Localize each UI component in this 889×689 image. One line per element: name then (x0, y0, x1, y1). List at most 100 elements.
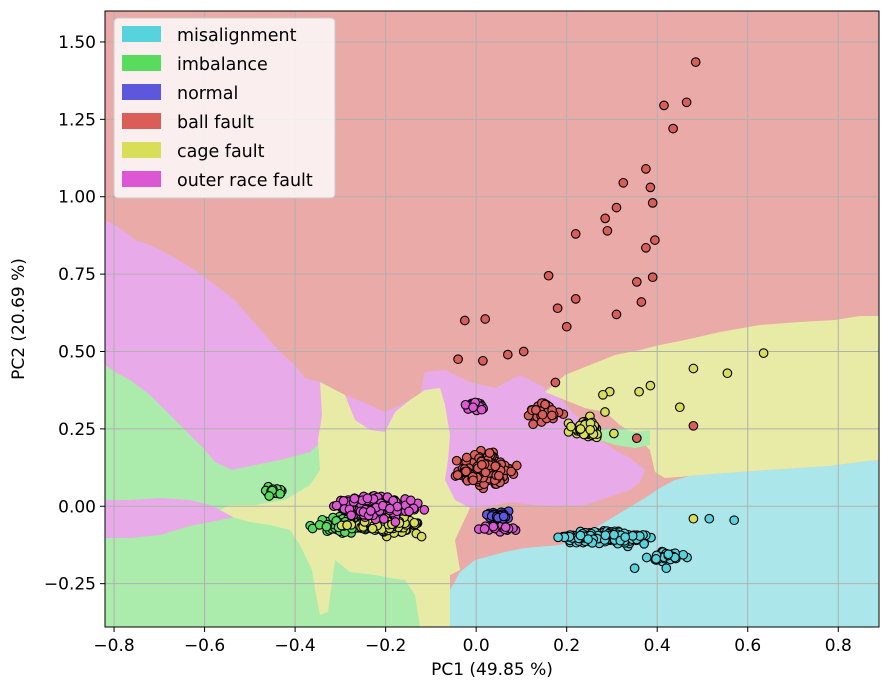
plot-frame (104, 10, 880, 628)
point-ball-fault (477, 460, 487, 470)
legend-swatch-outer-race-fault (122, 171, 161, 187)
point-ball-fault (602, 225, 613, 236)
point-outer-race-fault (488, 521, 499, 532)
point-ball-fault (659, 100, 669, 111)
x-tick-label: 0.2 (553, 636, 580, 656)
point-imbalance (321, 521, 332, 532)
region-cage-fault (545, 316, 879, 478)
point-misalignment (663, 549, 674, 560)
point-ball-fault (688, 420, 699, 431)
legend-label-ball-fault: ball fault (177, 113, 254, 133)
point-ball-fault (511, 460, 522, 471)
x-axis-label: PC1 (49.85 %) (431, 660, 553, 680)
point-cage-fault (367, 523, 378, 534)
point-outer-race-fault (390, 517, 401, 527)
point-outer-race-fault (346, 510, 357, 521)
region-imbalance (105, 510, 450, 627)
x-axis-ticks: −0.8 −0.6 −0.4 −0.2 0.0 0.2 0.4 0.6 0.8 (93, 627, 852, 656)
point-outer-race-fault (349, 493, 360, 504)
point-outer-race-fault (479, 524, 490, 534)
point-misalignment (583, 534, 593, 544)
point-ball-fault (561, 321, 572, 332)
point-ball-fault (543, 270, 554, 281)
point-outer-race-fault (338, 496, 349, 506)
point-ball-fault (570, 294, 581, 304)
point-ball-fault (647, 198, 658, 208)
point-outer-race-fault (405, 495, 416, 506)
point-ball-fault (459, 315, 470, 326)
point-imbalance (264, 491, 275, 501)
region-misalignment (450, 460, 879, 627)
point-cage-fault (609, 428, 619, 439)
point-cage-fault (634, 386, 644, 397)
legend-label-misalignment: misalignment (177, 26, 297, 46)
point-cage-fault (758, 348, 769, 358)
point-ball-fault (468, 475, 479, 486)
point-misalignment (641, 552, 652, 563)
x-tick-label: 0.0 (463, 636, 490, 656)
point-ball-fault (493, 470, 504, 481)
point-ball-fault (480, 314, 491, 324)
point-ball-fault (531, 405, 541, 415)
point-ball-fault (537, 409, 548, 420)
point-outer-race-fault (379, 514, 389, 524)
point-outer-race-fault (468, 402, 478, 413)
x-tick-label: 0.6 (734, 636, 761, 656)
point-cage-fault (416, 531, 427, 542)
point-outer-race-fault (500, 522, 511, 533)
point-ball-fault (461, 466, 471, 477)
point-ball-fault (641, 242, 651, 253)
point-ball-fault (490, 461, 501, 472)
point-ball-fault (540, 399, 550, 410)
legend-swatch-ball-fault (122, 113, 161, 129)
point-ball-fault (647, 272, 658, 283)
y-tick-label: −0.25 (44, 575, 96, 595)
legend: misalignment imbalance normal ball fault cag… (113, 17, 336, 199)
point-cage-fault (645, 380, 656, 391)
point-ball-fault (668, 123, 678, 134)
point-ball-fault (611, 309, 622, 320)
point-ball-fault (451, 455, 462, 466)
y-axis-ticks: −0.25 0.00 0.25 0.50 0.75 1.00 1.25 1.50 (44, 33, 105, 595)
legend-label-normal: normal (177, 84, 238, 104)
point-ball-fault (631, 433, 642, 444)
point-outer-race-fault (362, 493, 373, 504)
point-outer-race-fault (419, 504, 430, 515)
point-cage-fault (688, 513, 699, 524)
point-ball-fault (461, 452, 472, 463)
y-tick-label: 1.00 (58, 188, 96, 208)
region-imbalance (105, 365, 345, 510)
point-cage-fault (722, 368, 733, 379)
point-ball-fault (650, 235, 660, 245)
point-misalignment (661, 563, 672, 574)
y-tick-label: 0.00 (58, 497, 96, 517)
legend-swatch-cage-fault (122, 142, 161, 158)
x-tick-label: 0.8 (825, 636, 852, 656)
point-ball-fault (611, 202, 622, 213)
point-misalignment (553, 532, 563, 543)
point-ball-fault (506, 466, 517, 477)
point-outer-race-fault (365, 506, 376, 516)
y-tick-label: 0.25 (58, 420, 96, 440)
point-ball-fault (600, 213, 611, 224)
x-tick-label: −0.8 (93, 636, 134, 656)
point-misalignment (620, 532, 631, 542)
legend-label-cage-fault: cage fault (177, 142, 265, 162)
y-tick-label: 0.75 (58, 265, 96, 285)
point-ball-fault (641, 164, 651, 174)
point-cage-fault (409, 517, 420, 528)
x-tick-label: −0.2 (365, 636, 406, 656)
point-cage-fault (598, 389, 608, 400)
legend-swatch-misalignment (122, 26, 161, 42)
legend-swatch-imbalance (122, 55, 161, 71)
x-tick-label: −0.6 (184, 636, 225, 656)
point-misalignment (609, 529, 619, 540)
point-ball-fault (570, 229, 581, 239)
point-outer-race-fault (384, 503, 395, 514)
scatter-points (260, 57, 769, 574)
point-cage-fault (566, 421, 576, 432)
x-tick-label: −0.4 (274, 636, 315, 656)
point-ball-fault (552, 303, 563, 314)
point-imbalance (275, 488, 285, 499)
